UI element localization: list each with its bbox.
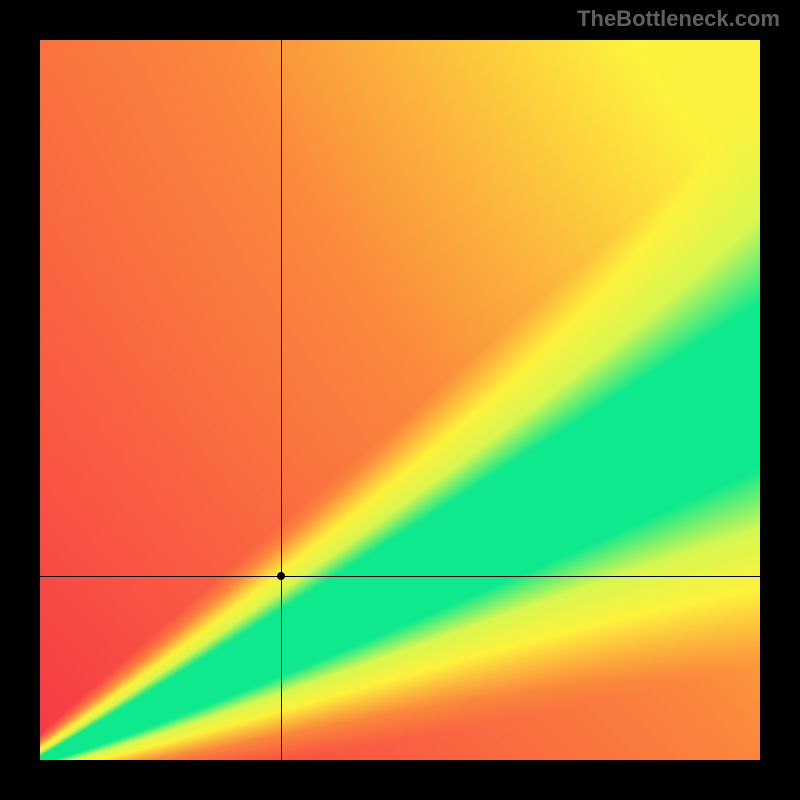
plot-area <box>40 40 760 760</box>
watermark-text: TheBottleneck.com <box>577 6 780 32</box>
crosshair-horizontal <box>40 576 760 577</box>
crosshair-vertical <box>281 40 282 760</box>
crosshair-marker <box>277 572 285 580</box>
chart-container: TheBottleneck.com <box>0 0 800 800</box>
heatmap-canvas <box>40 40 760 760</box>
